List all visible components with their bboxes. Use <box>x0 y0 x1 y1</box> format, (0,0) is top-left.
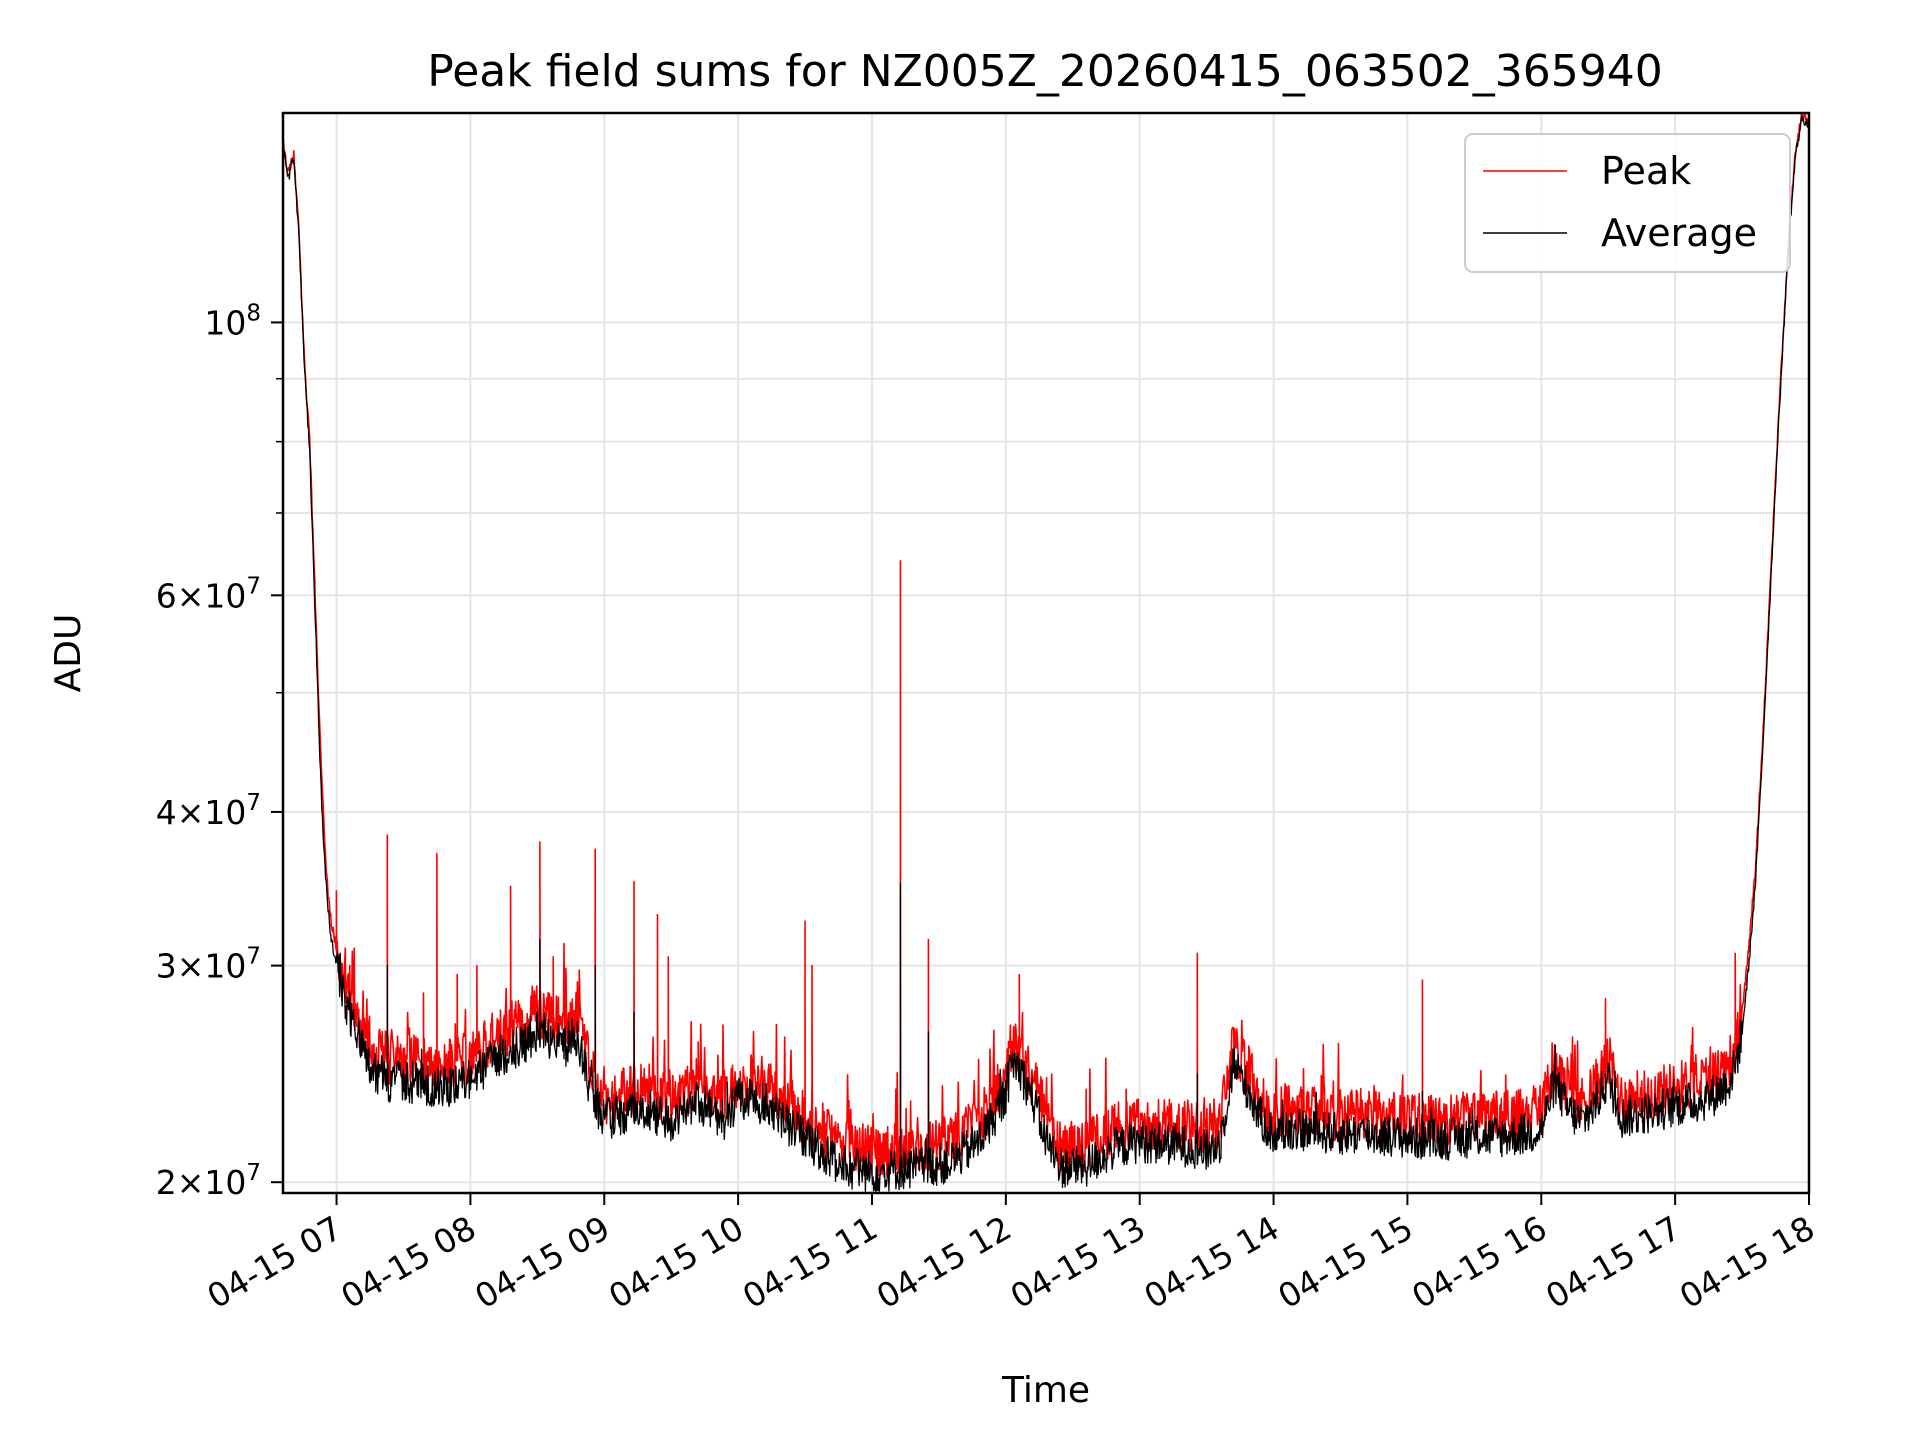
plot-frame <box>281 111 1811 1195</box>
chart-title: Peak field sums for NZ005Z_20260415_0635… <box>427 46 1663 97</box>
legend: Peak Average <box>1464 133 1791 273</box>
series-average-line <box>283 115 1809 1192</box>
y-tick-label: 2×107 <box>156 1160 261 1202</box>
series-layer <box>283 113 1809 1192</box>
legend-box <box>1464 133 1791 273</box>
x-axis-label: Time <box>1001 1370 1090 1411</box>
y-tick-label: 3×107 <box>156 944 261 986</box>
legend-label-average: Average <box>1601 211 1757 255</box>
y-tick-label: 4×107 <box>156 790 261 832</box>
y-axis-label: ADU <box>48 614 89 693</box>
y-axis: 2×107 3×107 4×107 6×107 108 <box>156 300 283 1202</box>
legend-label-peak: Peak <box>1601 149 1691 193</box>
y-tick-label: 6×107 <box>156 573 261 615</box>
y-tick-label: 108 <box>204 300 261 342</box>
grid-layer <box>283 113 1810 1193</box>
